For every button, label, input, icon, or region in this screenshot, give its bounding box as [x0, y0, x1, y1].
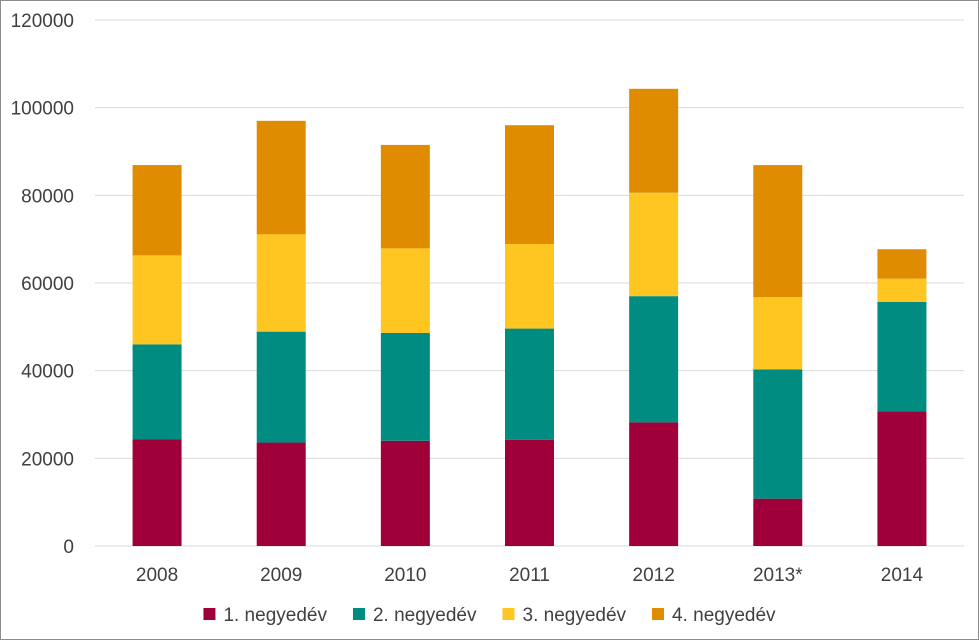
- y-tick-label: 40000: [21, 362, 74, 383]
- bar-segment: [753, 297, 803, 370]
- legend-label: 2. negyedév: [373, 605, 477, 626]
- bar-segment: [629, 296, 679, 423]
- x-tick-label: 2011: [509, 565, 550, 586]
- y-tick-label: 80000: [21, 186, 74, 207]
- bar-segment: [877, 301, 927, 412]
- y-tick-label: 20000: [21, 449, 74, 470]
- bar-segment: [753, 165, 803, 298]
- legend-label: 3. negyedév: [523, 605, 627, 626]
- bar-segment: [132, 344, 182, 440]
- bar-segment: [877, 249, 927, 279]
- bar-segment: [380, 332, 430, 441]
- bar-segment: [629, 88, 679, 193]
- bar-segment: [256, 331, 306, 443]
- bar-segment: [505, 125, 554, 244]
- legend-swatch: [652, 608, 665, 620]
- bar-segment: [380, 144, 430, 249]
- x-tick-label: 2014: [881, 565, 924, 586]
- y-tick-label: 120000: [11, 11, 74, 32]
- legend-swatch: [502, 608, 515, 620]
- bar-segment: [505, 328, 554, 440]
- y-tick-label: 100000: [11, 99, 74, 120]
- x-tick-label: 2012: [633, 565, 675, 586]
- legend-label: 1. negyedév: [223, 605, 327, 626]
- legend-swatch: [203, 608, 216, 620]
- bar-segment: [505, 243, 554, 329]
- bar-segment: [753, 369, 803, 499]
- bar-segment: [380, 248, 430, 333]
- x-tick-label: 2013*: [753, 565, 803, 586]
- bar-segment: [505, 439, 554, 546]
- bar-segment: [753, 498, 803, 546]
- x-tick-label: 2009: [260, 565, 302, 586]
- x-tick-label: 2008: [136, 565, 178, 586]
- y-tick-label: 60000: [21, 274, 74, 295]
- bar-segment: [877, 278, 927, 302]
- legend-label: 4. negyedév: [672, 605, 776, 626]
- bar-segment: [380, 440, 430, 546]
- bar-segment: [256, 442, 306, 546]
- bar-segment: [256, 234, 306, 332]
- bar-segment: [629, 422, 679, 546]
- bar-segment: [629, 192, 679, 297]
- bar-segment: [256, 120, 306, 235]
- x-tick-label: 2010: [384, 565, 426, 586]
- bar-segment: [877, 411, 927, 546]
- bar-segment: [132, 165, 182, 256]
- bar-segment: [132, 255, 182, 345]
- bar-segment: [132, 439, 182, 546]
- y-tick-label: 0: [63, 537, 74, 558]
- legend-swatch: [352, 608, 365, 620]
